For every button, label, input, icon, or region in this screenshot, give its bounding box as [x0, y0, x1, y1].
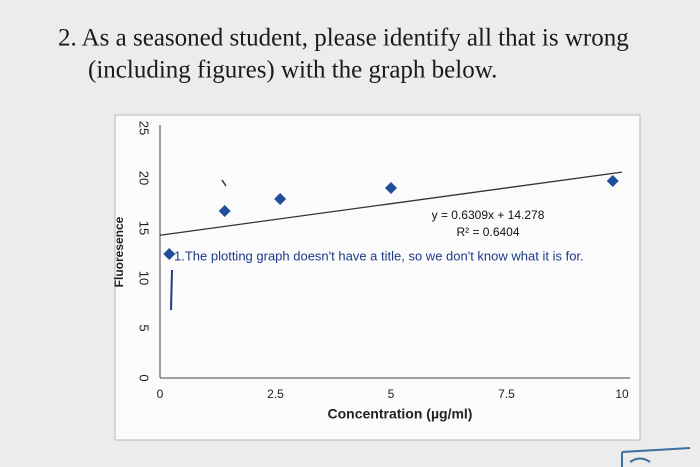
x-tick-label: 10 — [615, 387, 629, 401]
handwritten-mark — [170, 269, 173, 311]
r-squared: R² = 0.6404 — [456, 225, 519, 239]
y-tick-label: 20 — [137, 171, 152, 185]
handwritten-mark — [221, 179, 227, 187]
y-tick-label: 25 — [137, 121, 152, 135]
x-tick-label: 2.5 — [267, 387, 284, 401]
annotation: 1.The plotting graph doesn't have a titl… — [174, 248, 584, 263]
x-axis-label: Concentration (µg/ml) — [328, 406, 473, 422]
handwritten-mark — [621, 447, 691, 467]
chart-frame — [114, 114, 641, 441]
point — [163, 248, 176, 260]
point — [218, 205, 231, 217]
y-tick-label: 15 — [137, 221, 152, 235]
point — [385, 182, 397, 194]
y-axis-label: Fluoresence — [112, 216, 126, 287]
x-tick-label: 5 — [388, 387, 395, 401]
trend-equation: y = 0.6309x + 14.278 — [432, 208, 545, 222]
point — [274, 193, 287, 205]
trendline — [159, 171, 623, 236]
question-line: 2. As a seasoned student, please identif… — [58, 25, 629, 52]
question-line: (including figures) with the graph below… — [88, 57, 497, 84]
point — [606, 175, 619, 187]
y-tick-label: 5 — [137, 324, 152, 331]
x-tick-label: 7.5 — [498, 387, 515, 401]
x-tick-label: 0 — [157, 387, 164, 401]
y-tick-label: 10 — [137, 271, 152, 285]
y-tick-label: 0 — [137, 374, 152, 381]
